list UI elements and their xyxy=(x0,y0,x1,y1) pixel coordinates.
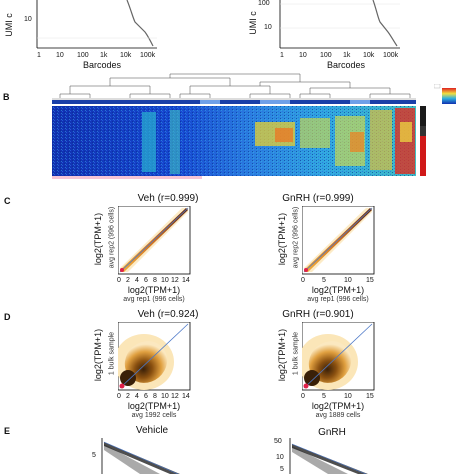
c-right-xsub: avg rep1 (996 cells) xyxy=(307,296,369,303)
ylabel-right: UMI c xyxy=(248,11,258,35)
xtick: 10 xyxy=(344,277,352,284)
dendrogram-heatmap xyxy=(52,73,416,179)
scatter-d-left xyxy=(118,322,191,391)
panel-c-left-title: Veh (r=0.999) xyxy=(137,193,199,204)
xtick: 1k xyxy=(343,52,351,59)
c-right-ylabel: log2(TPM+1) xyxy=(277,212,287,266)
xtick: 8 xyxy=(153,277,157,284)
panel-letter-d: D xyxy=(4,312,11,322)
xtick: 5 xyxy=(322,393,326,400)
e-right-ytick: 50 xyxy=(274,438,282,445)
xtick: 4 xyxy=(135,393,139,400)
xtick: 10 xyxy=(344,393,352,400)
d-left-ysub: 1 bulk sample xyxy=(108,331,116,376)
xlabel-left: Barcodes xyxy=(82,60,122,70)
scatter-c-left xyxy=(118,206,191,275)
c-left-xlabel: log2(TPM+1) xyxy=(127,285,181,295)
dendrogram xyxy=(59,73,411,98)
xtick: 14 xyxy=(182,393,190,400)
xtick: 10k xyxy=(363,52,375,59)
panel-letter-c: C xyxy=(4,196,11,206)
xtick: 10 xyxy=(161,393,169,400)
xlabel-right: Barcodes xyxy=(326,60,366,70)
xtick: 2 xyxy=(126,277,130,284)
e-left-ytick: 5 xyxy=(92,452,96,459)
xtick: 8 xyxy=(153,393,157,400)
panel-letter-b: B xyxy=(3,92,10,102)
panel-c-right-title: GnRH (r=0.999) xyxy=(282,193,354,204)
hot-blocks xyxy=(142,108,415,174)
d-right-ylabel: log2(TPM+1) xyxy=(277,328,287,382)
row-annotation-strip xyxy=(420,106,426,176)
ytick-left: 10 xyxy=(24,16,32,23)
scatter-d-right xyxy=(302,322,375,391)
xtick: 1k xyxy=(100,52,108,59)
c-right-xlabel: log2(TPM+1) xyxy=(311,285,365,295)
knee-plot-left xyxy=(36,0,157,49)
d-right-xlabel: log2(TPM+1) xyxy=(311,401,365,411)
xtick: 6 xyxy=(144,277,148,284)
xtick: 1 xyxy=(280,52,284,59)
ytick-right: 10 xyxy=(264,24,272,31)
c-left-ysub: avg rep2 (996 cells) xyxy=(108,206,116,269)
xtick: 12 xyxy=(171,393,179,400)
xtick: 0 xyxy=(117,393,121,400)
d-left-xsub: avg 1992 cells xyxy=(131,412,177,419)
d-left-xlabel: log2(TPM+1) xyxy=(127,401,181,411)
ytick-right: 100 xyxy=(258,0,270,7)
xtick: 10 xyxy=(161,277,169,284)
xtick: 4 xyxy=(135,277,139,284)
d-right-ysub: 1 bulk sample xyxy=(292,331,300,376)
xtick: 14 xyxy=(182,277,190,284)
xtick: 0 xyxy=(301,277,305,284)
panel-e-right-title: GnRH xyxy=(318,427,346,438)
e-right-ytick: 10 xyxy=(276,454,284,461)
xtick: 100 xyxy=(77,52,89,59)
c-left-xsub: avg rep1 (996 cells) xyxy=(123,296,185,303)
ylabel-left: UMI c xyxy=(4,13,14,37)
scatter-e-right xyxy=(289,438,368,474)
d-left-ylabel: log2(TPM+1) xyxy=(93,328,103,382)
c-right-ysub: avg rep2 (996 cells) xyxy=(292,206,300,269)
xtick: 15 xyxy=(366,393,374,400)
c-left-ylabel: log2(TPM+1) xyxy=(93,212,103,266)
d-right-xsub: avg 1889 cells xyxy=(315,412,361,419)
scatter-e-left xyxy=(101,438,180,474)
scatter-c-right xyxy=(302,206,375,275)
xtick: 15 xyxy=(366,277,374,284)
panel-d-left-title: Veh (r=0.924) xyxy=(137,309,199,320)
xtick: 10 xyxy=(56,52,64,59)
xtick: 1 xyxy=(37,52,41,59)
xtick: 10 xyxy=(299,52,307,59)
xtick: 6 xyxy=(144,393,148,400)
panel-d-right-title: GnRH (r=0.901) xyxy=(282,309,354,320)
xtick: 0 xyxy=(117,277,121,284)
xtick: 12 xyxy=(171,277,179,284)
xtick: 100k xyxy=(383,52,399,59)
xtick: 100 xyxy=(320,52,332,59)
knee-plot-right xyxy=(279,0,400,49)
xtick: 2 xyxy=(126,393,130,400)
xtick: 0 xyxy=(301,393,305,400)
xtick: 100k xyxy=(140,52,156,59)
panel-e-left-title: Vehicle xyxy=(135,425,169,436)
e-right-ytick: 5 xyxy=(280,466,284,473)
heatmap-color-legend xyxy=(434,84,456,104)
panel-letter-e: E xyxy=(4,426,11,436)
xtick: 5 xyxy=(322,277,326,284)
xtick: 10k xyxy=(120,52,132,59)
